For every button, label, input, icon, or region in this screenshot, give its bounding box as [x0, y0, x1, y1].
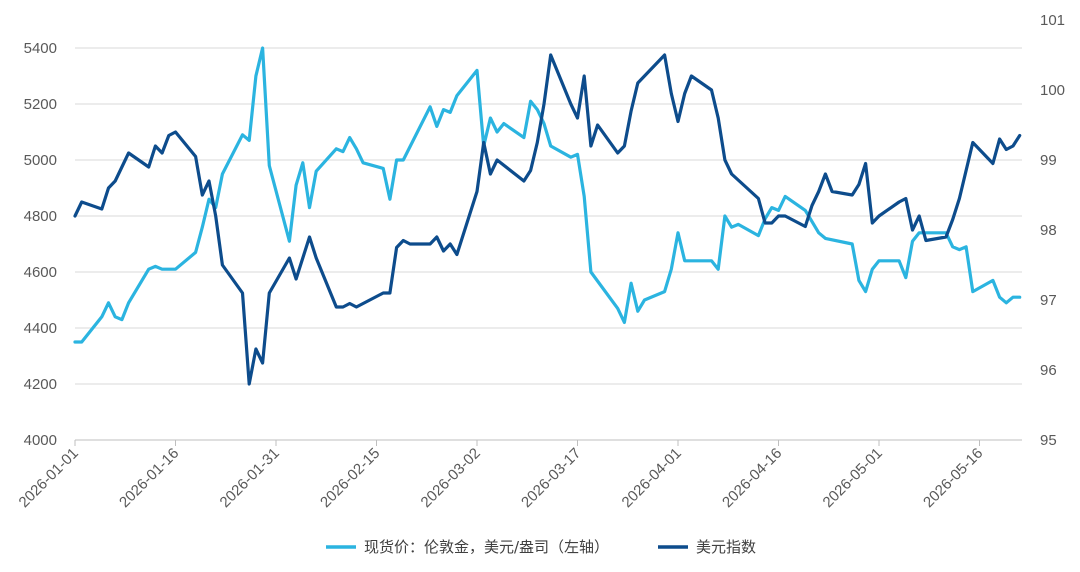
- x-tick-label: 2026-04-16: [719, 445, 785, 511]
- y-right-tick-label: 96: [1040, 362, 1057, 379]
- legend: 现货价：伦敦金，美元/盎司（左轴） 美元指数: [326, 538, 756, 556]
- x-tick-label: 2026-01-31: [217, 445, 283, 511]
- legend-label-0: 现货价：伦敦金，美元/盎司（左轴）: [364, 538, 609, 556]
- y-left-tick-label: 4200: [24, 376, 57, 393]
- x-tick-label: 2026-04-01: [619, 445, 685, 511]
- series-lines: [73, 46, 1022, 386]
- y-left-tick-label: 5000: [24, 152, 57, 169]
- x-tick-label: 2026-03-02: [418, 445, 484, 511]
- x-tick-label: 2026-02-15: [317, 445, 383, 511]
- y-right-tick-label: 97: [1040, 292, 1057, 309]
- y-left-tick-label: 4600: [24, 264, 57, 281]
- y-left-tick-label: 4800: [24, 208, 57, 225]
- y-left-tick-label: 4400: [24, 320, 57, 337]
- y-right-tick-label: 95: [1040, 432, 1057, 449]
- x-tick-label: 2026-05-01: [820, 445, 886, 511]
- x-tick-label: 2026-01-01: [16, 445, 82, 511]
- y-right-tick-label: 100: [1040, 82, 1065, 99]
- x-tick-label: 2026-05-16: [920, 445, 986, 511]
- y-left-tick-label: 5200: [24, 96, 57, 113]
- legend-label-1: 美元指数: [696, 538, 756, 556]
- y-right-tick-label: 99: [1040, 152, 1057, 169]
- y-right-tick-label: 101: [1040, 12, 1065, 29]
- gridlines: [75, 47, 1022, 385]
- y-right-tick-label: 98: [1040, 222, 1057, 239]
- x-tick-label: 2026-03-17: [518, 445, 584, 511]
- series-line-1: [73, 53, 1022, 386]
- y-left-tick-label: 4000: [24, 432, 57, 449]
- y-left-tick-label: 5400: [24, 40, 57, 57]
- series-line-0: [73, 46, 1022, 344]
- x-tick-label: 2026-01-16: [116, 445, 182, 511]
